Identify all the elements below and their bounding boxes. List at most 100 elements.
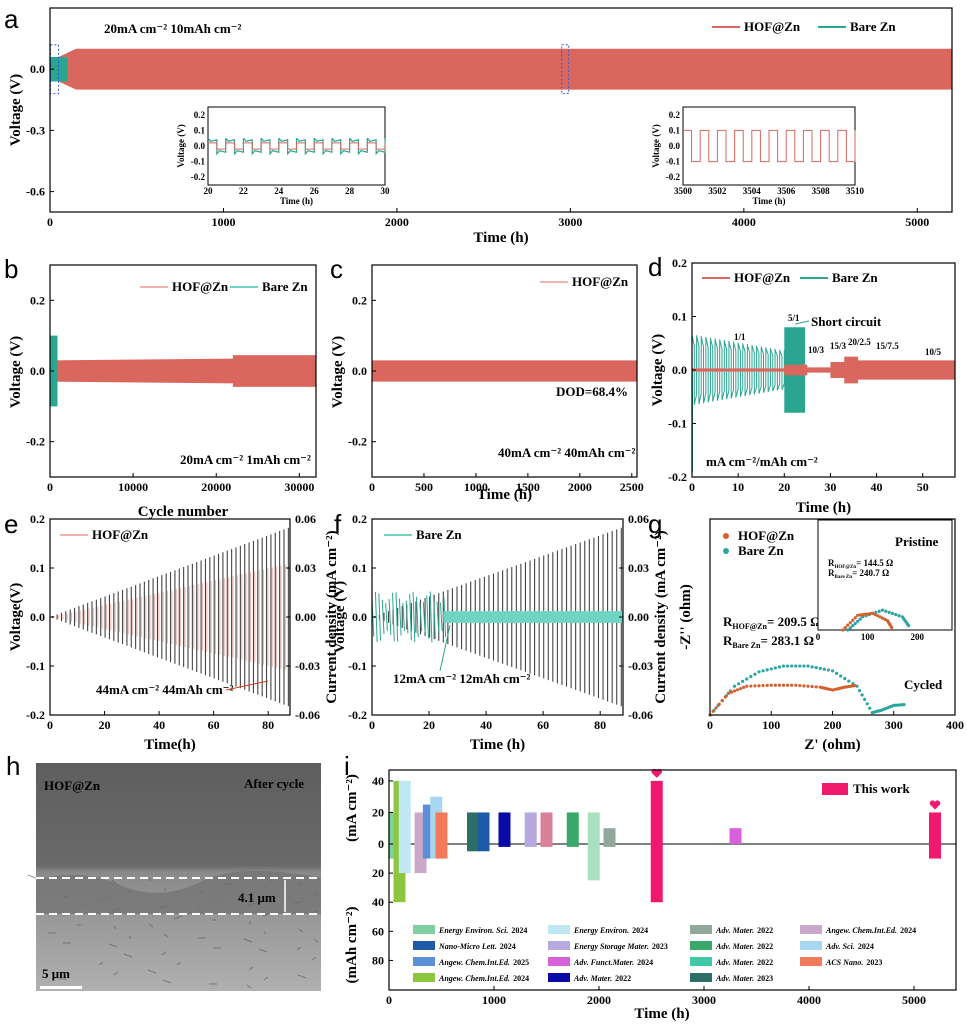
- hof-point-g: [742, 685, 746, 690]
- legend-year-i: 2023: [866, 958, 882, 967]
- this-work-swatch: [822, 783, 848, 795]
- hof-point-g: [729, 690, 734, 694]
- y-e-tick-label: -0.2: [26, 708, 45, 722]
- bar-capacity: [540, 844, 553, 847]
- bar-capacity: [650, 844, 663, 903]
- bar-current-density: [540, 812, 553, 844]
- inset-g-x-tick: 0: [816, 632, 821, 642]
- inset-y-tick: -0.1: [666, 157, 681, 167]
- step-label: 10/3: [808, 345, 825, 355]
- hof-point-g: [853, 683, 857, 688]
- hof-point-g: [761, 683, 765, 688]
- y-f-tick-label: -0.1: [348, 659, 367, 673]
- xlabel-d: Time (h): [796, 500, 851, 516]
- inset-bare-point: [851, 624, 855, 628]
- legend-hof-a-label: HOF@Zn: [744, 19, 801, 34]
- x-i-tick-label: 2000: [587, 993, 611, 1007]
- inset-hof-point: [858, 613, 862, 617]
- hof-point-g: [717, 702, 721, 706]
- x-g-tick-label: 200: [824, 718, 842, 732]
- legend-year-i: 2024: [632, 926, 648, 935]
- hof-band-c: [372, 360, 637, 382]
- hof-point-g: [794, 683, 798, 687]
- x-e-tick-label: 20: [99, 718, 111, 732]
- bare-point-g: [868, 706, 872, 710]
- x-a-tick-label: 5000: [905, 215, 929, 229]
- bare-point-g: [749, 675, 753, 679]
- panel-label-h: h: [6, 751, 20, 781]
- y-top-i-tick-label: 20: [372, 805, 384, 819]
- x-d-tick-label: 30: [824, 480, 836, 494]
- legend-journal-i: Angew. Chem.Int.Ed. 2024: [438, 974, 529, 983]
- hof-point-g: [798, 683, 802, 688]
- y-a-tick-label: 0.0: [30, 62, 45, 76]
- inset-g-x-tick: 100: [861, 632, 875, 642]
- inset-bare-point: [880, 608, 885, 612]
- bare-point-g: [769, 667, 773, 671]
- short-circuit-arrow: [794, 320, 810, 325]
- sem-subtitle: After cycle: [244, 776, 304, 791]
- inset-x-tick: 28: [345, 186, 355, 196]
- x-i-tick-label: 4000: [797, 993, 821, 1007]
- y-a-tick-label: -0.6: [26, 185, 45, 199]
- xlabel-g: Z' (ohm): [804, 737, 860, 753]
- panel-label-g: g: [648, 509, 662, 539]
- legend-bare-f-label: Bare Zn: [416, 527, 462, 542]
- legend-swatch-i: [690, 957, 712, 966]
- xlabel-c: Time (h): [477, 487, 532, 503]
- hof-point-g: [790, 683, 794, 687]
- r-bare-val: = 283.1 Ω: [760, 633, 814, 648]
- legend-year-i: 2022: [757, 942, 773, 951]
- inset-r-bare-sub: Bare Zn: [835, 575, 853, 580]
- dod-annotation: DOD=68.4%: [556, 384, 628, 399]
- y2-f-tick-label: 0.00: [628, 610, 649, 624]
- legend-bare-g: Bare Zn: [738, 543, 784, 558]
- inset-y-tick: 0.0: [194, 141, 206, 151]
- legend-swatch-i: [800, 925, 822, 934]
- legend-swatch-i: [413, 957, 435, 966]
- y-b-tick-label: -0.2: [26, 435, 45, 449]
- y-top-i-tick-label: 40: [372, 774, 384, 788]
- x-i-tick-label: 3000: [692, 993, 716, 1007]
- plot-frame-a: [49, 7, 953, 213]
- bare-point-g: [822, 667, 826, 671]
- legend-journal-i: Nano-Micro Lett. 2024: [438, 942, 516, 951]
- y-f-tick-label: 0.0: [352, 610, 367, 624]
- condition-f: 12mA cm⁻² 12mAh cm⁻²: [393, 671, 531, 686]
- y2-f-tick-label: -0.03: [628, 659, 653, 673]
- x-b-tick-label: 10000: [118, 480, 148, 494]
- legend-swatch-i: [800, 941, 822, 950]
- inset-hof-point: [851, 618, 855, 622]
- x-b-tick-label: 0: [47, 480, 53, 494]
- step-label: 10/5: [925, 347, 942, 357]
- x-f-tick-label: 40: [480, 718, 492, 732]
- bare-point-g: [802, 664, 806, 668]
- y2-e-tick-label: 0.06: [295, 512, 316, 526]
- inset-bare-point: [858, 617, 862, 621]
- legend-year-i: 2024: [637, 958, 653, 967]
- legend-year-i: 2023: [757, 974, 773, 983]
- x-c-tick-label: 2000: [568, 480, 592, 494]
- legend-swatch-i: [413, 973, 435, 982]
- bar-capacity: [477, 844, 490, 852]
- bar-current-density: [398, 780, 411, 844]
- ylabel-c: Voltage (V): [330, 336, 346, 408]
- legend-swatch-i: [690, 941, 712, 950]
- panel-label-a: a: [4, 4, 19, 34]
- legend-journal-i: Adv. Mater. 2022: [715, 942, 773, 951]
- inset-hof-point: [883, 617, 887, 621]
- hof-band-a: [50, 48, 952, 90]
- legend-swatch-i: [690, 925, 712, 934]
- condition-a: 20mA cm⁻² 10mAh cm⁻²: [104, 21, 242, 36]
- inset-x-tick: 24: [274, 186, 284, 196]
- inset-bare-point: [887, 610, 891, 614]
- x-g-tick-label: 300: [885, 718, 903, 732]
- legend-swatch-i: [548, 957, 570, 966]
- y-top-i-tick-label: 0: [378, 837, 384, 851]
- condition-c: 40mA cm⁻² 40mAh cm⁻²: [498, 445, 636, 460]
- legend-journal-i: Adv. Mater. 2022: [573, 974, 631, 983]
- hof-band-d: [692, 356, 955, 384]
- x-d-tick-label: 0: [689, 480, 695, 494]
- legend-hof-d-label: HOF@Zn: [734, 270, 791, 285]
